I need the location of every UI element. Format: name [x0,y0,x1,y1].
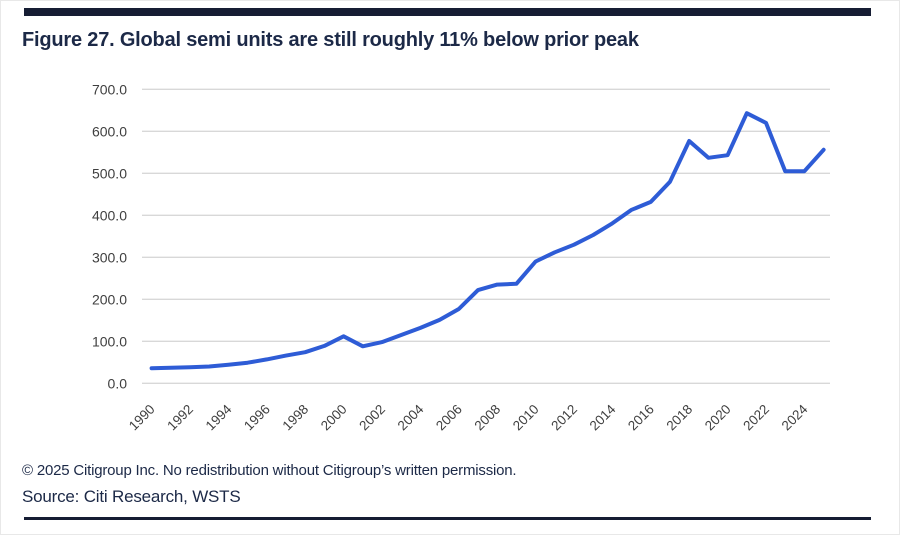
x-tick-label: 1998 [279,402,311,434]
figure-title: Figure 27. Global semi units are still r… [22,29,639,51]
y-tick-label: 200.0 [92,291,127,307]
x-tick-label: 2006 [433,402,465,434]
x-tick-label: 2014 [587,401,619,433]
footer-rule [24,517,871,520]
x-tick-label: 2024 [779,401,811,433]
source-text: Source: Citi Research, WSTS [22,487,241,506]
x-tick-label: 2022 [740,402,772,434]
x-tick-label: 2010 [510,402,542,434]
y-tick-label: 0.0 [108,375,128,391]
chart: 0.0 100.0 200.0 300.0 400.0 500.0 600.0 700.0 19… [0,58,900,453]
x-tick-label: 1996 [241,402,273,434]
y-tick-label: 700.0 [92,81,127,97]
x-tick-label: 2018 [663,402,695,434]
chart-svg: 0.0 100.0 200.0 300.0 400.0 500.0 600.0 700.0 19… [92,81,830,434]
copyright-text: © 2025 Citigroup Inc. No redistribution … [22,462,517,479]
x-tick-label: 2016 [625,402,657,434]
x-tick-label: 2004 [395,401,427,433]
x-tick-label: 2012 [548,402,580,434]
series-line [149,111,826,371]
y-tick-label: 500.0 [92,165,127,181]
x-tick-label: 2008 [471,402,503,434]
header-accent-bar [24,8,871,16]
x-tick-label: 2020 [702,402,734,434]
x-tick-label: 2000 [318,402,350,434]
x-tick-label: 1990 [126,402,158,434]
x-tick-label: 1992 [164,402,196,434]
y-tick-label: 600.0 [92,123,127,139]
x-tick-label: 1994 [203,401,235,433]
x-tick-label: 2002 [356,402,388,434]
y-tick-label: 300.0 [92,249,127,265]
y-tick-label: 100.0 [92,333,127,349]
y-tick-label: 400.0 [92,207,127,223]
